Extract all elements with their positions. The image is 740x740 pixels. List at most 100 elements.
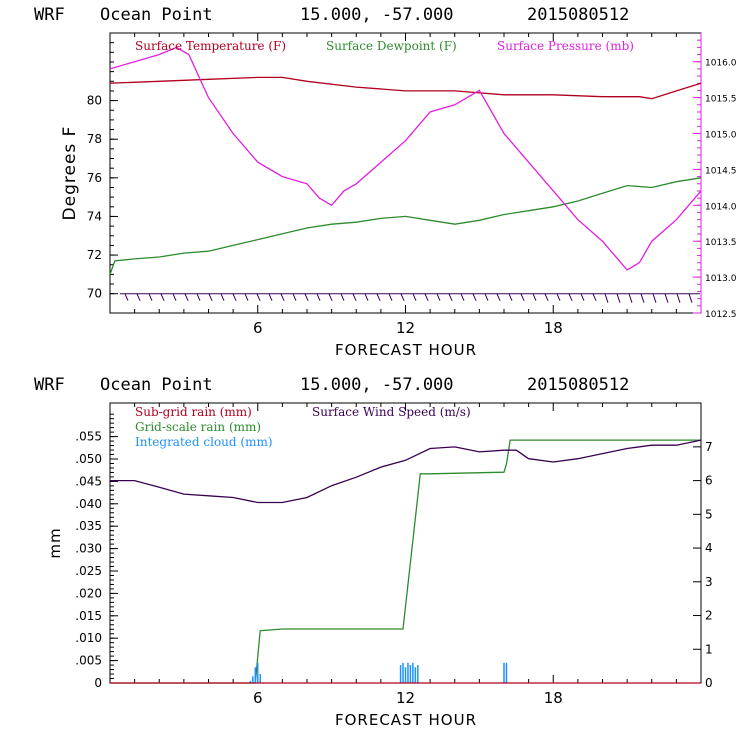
series-grid-scale-rain-mm (110, 439, 701, 684)
y-tick-label-76: 76 (87, 171, 102, 185)
wind-barb (616, 293, 621, 303)
wind-barb (340, 293, 345, 301)
wind-barb (592, 293, 597, 301)
y-tick-label-78: 78 (87, 132, 102, 146)
panel2-x-axis-label: FORECAST HOUR (335, 711, 477, 729)
y2-tick-label-3: 3 (705, 575, 713, 589)
y-tick-label-020: .020 (75, 586, 102, 600)
panel1-legend: Surface Temperature (F) Surface Dewpoint… (135, 39, 634, 53)
y-tick-label-74: 74 (87, 209, 102, 223)
panel2-location: Ocean Point (100, 375, 213, 395)
wind-barb (220, 293, 225, 301)
panel1-series (109, 46, 702, 275)
wind-barb (496, 293, 501, 301)
y-tick-label-050: .050 (75, 452, 102, 466)
panel1-model: WRF (34, 5, 65, 25)
y2-tick-label-1016-0: 1016.0 (705, 59, 737, 69)
legend-subgrid-rain: Sub-grid rain (mm) (135, 405, 252, 419)
panel1-y-axis-label: Degrees F (60, 126, 80, 221)
panel1-header: WRF Ocean Point 15.000, -57.000 20150805… (34, 5, 629, 25)
y-tick-label-0: 0 (94, 676, 102, 690)
wind-barb (508, 293, 513, 301)
panel1-location: Ocean Point (100, 5, 213, 25)
wind-barb (292, 293, 297, 301)
series-surface-pressure-mb (109, 46, 702, 271)
panel2-series (110, 439, 702, 684)
y-tick-label-015: .015 (75, 609, 102, 623)
x-tick-label-6: 6 (253, 319, 263, 337)
panel2-coords: 15.000, -57.000 (300, 375, 454, 395)
wind-barb (640, 293, 645, 303)
wind-barb (400, 293, 405, 301)
wind-barb (544, 293, 549, 301)
panel1-ticks: 6 12 18 70 72 74 76 78 80 1016.0 1015.5 1015.0 1014.… (87, 33, 737, 337)
y2-tick-label-4: 4 (705, 541, 713, 555)
x-tick-label-6: 6 (253, 689, 263, 707)
y2-tick-label-1015-5: 1015.5 (705, 95, 737, 105)
panel1-date: 2015080512 (527, 5, 629, 25)
wind-barb (160, 293, 165, 301)
y-tick-label-025: .025 (75, 564, 102, 578)
panel1-x-axis-label: FORECAST HOUR (335, 341, 477, 359)
wind-barb (568, 293, 573, 301)
wind-barb (172, 293, 177, 301)
y2-tick-label-0: 0 (705, 676, 713, 690)
series-surface-dewpoint-f (109, 177, 702, 275)
wind-barb (412, 293, 417, 301)
y-tick-label-035: .035 (75, 519, 102, 533)
wind-barb (304, 293, 309, 301)
wind-barb (136, 293, 141, 301)
wind-barb (652, 293, 657, 303)
y-tick-label-045: .045 (75, 474, 102, 488)
x-tick-label-12: 12 (396, 319, 415, 337)
legend-surface-wind-speed: Surface Wind Speed (m/s) (312, 405, 471, 419)
wind-barb (256, 293, 261, 301)
y2-tick-label-1015-0: 1015.0 (705, 131, 737, 141)
series-surface-wind-speed-m-s (110, 439, 702, 504)
panel1-coords: 15.000, -57.000 (300, 5, 454, 25)
wind-barb (232, 293, 237, 301)
panel1-wind-barbs (120, 293, 700, 303)
panel2-header: WRF Ocean Point 15.000, -57.000 20150805… (34, 375, 629, 395)
y-tick-label-010: .010 (75, 631, 102, 645)
wind-barb (316, 293, 321, 301)
temperature-panel: WRF Ocean Point 15.000, -57.000 20150805… (34, 5, 737, 359)
legend-surface-pressure: Surface Pressure (mb) (497, 39, 634, 53)
legend-integrated-cloud: Integrated cloud (mm) (135, 435, 273, 449)
wind-barb (688, 293, 693, 303)
y2-tick-label-1013-5: 1013.5 (705, 238, 737, 248)
y-tick-label-040: .040 (75, 497, 102, 511)
x-tick-label-18: 18 (544, 319, 563, 337)
wind-barb (268, 293, 273, 301)
wind-barb (664, 293, 669, 303)
panel2-date: 2015080512 (527, 375, 629, 395)
y-tick-label-030: .030 (75, 542, 102, 556)
wind-barb (520, 293, 525, 301)
wind-barb (424, 293, 429, 301)
wind-barb (376, 293, 381, 301)
y2-tick-label-1012-5: 1012.5 (705, 310, 737, 320)
wind-barb (244, 293, 249, 301)
legend-surface-temperature: Surface Temperature (F) (135, 39, 286, 53)
wind-barb (364, 293, 369, 301)
wind-barb (436, 293, 441, 301)
y-tick-label-80: 80 (87, 94, 102, 108)
series-surface-temperature-f (109, 76, 702, 100)
panel2-y-axis-label: mm (46, 527, 64, 558)
wind-barb (676, 293, 681, 303)
y2-tick-label-2: 2 (705, 609, 713, 623)
series-integrated-cloud-mm (249, 662, 508, 683)
y2-tick-label-6: 6 (705, 474, 713, 488)
wind-barb (448, 293, 453, 301)
wind-barb (472, 293, 477, 301)
wind-barb (124, 293, 129, 301)
wind-barb (280, 293, 285, 301)
y2-tick-label-1013-0: 1013.0 (705, 274, 737, 284)
wind-barb (460, 293, 465, 301)
legend-surface-dewpoint: Surface Dewpoint (F) (326, 39, 457, 53)
panel2-model: WRF (34, 375, 65, 395)
y2-tick-label-1014-5: 1014.5 (705, 166, 737, 176)
wind-barb (208, 293, 213, 301)
wind-barb (184, 293, 189, 301)
wind-barb (196, 293, 201, 301)
